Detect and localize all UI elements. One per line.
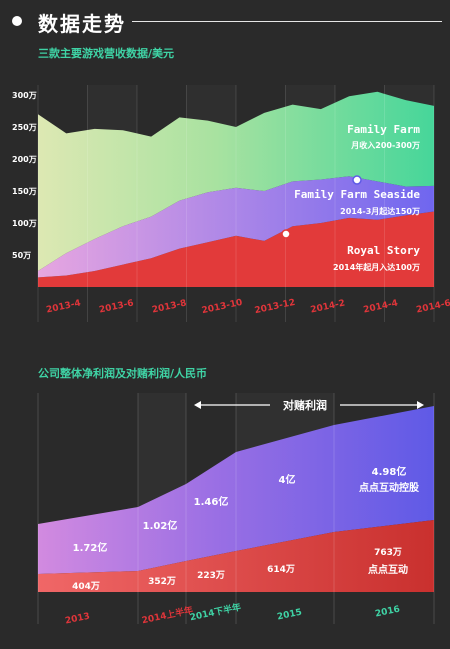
marker-dot [281, 229, 291, 239]
area-net-profit [38, 520, 434, 592]
y-tick-label: 250万 [12, 123, 37, 132]
marker-dot [352, 175, 362, 185]
area-family-farm-seaside [38, 176, 434, 278]
x-tick-label: 2013-12 [254, 298, 296, 316]
annotation-title: Family Farm [347, 123, 420, 136]
bottom-value-label: 614万 [267, 564, 295, 575]
x-tick-label: 2014-4 [363, 299, 399, 316]
top-value-label: 1.02亿 [143, 519, 178, 532]
annotation-note: 2014-3月起达150万 [340, 206, 420, 216]
bullet-dot [12, 16, 22, 26]
chart1-title: 三款主要游戏营收数据/美元 [38, 47, 175, 60]
top-value-label: 1.46亿 [194, 495, 229, 508]
x-category-label: 2015 [276, 608, 303, 623]
annotation-note: 2014年起月入达100万 [333, 262, 420, 272]
x-tick-label: 2013-6 [98, 299, 134, 316]
page-title: 数据走势 [38, 12, 126, 36]
annotation-title: Family Farm Seaside [294, 188, 420, 201]
x-category-label: 2014下半年 [189, 601, 242, 624]
chart2-title: 公司整体净利润及对赌利润/人民币 [38, 367, 208, 380]
page-header: 数据走势 [0, 0, 450, 40]
y-tick-label: 50万 [12, 251, 31, 260]
top-value-label: 4亿 [279, 473, 296, 486]
x-tick-label: 2013-4 [45, 299, 81, 316]
bottom-value-label: 763万 [374, 547, 402, 558]
area-total-profit [38, 406, 434, 574]
annotation-note: 月收入200-300万 [350, 140, 420, 150]
top-value-label: 1.72亿 [73, 541, 108, 554]
x-tick-label: 2013-10 [201, 298, 243, 316]
y-tick-label: 300万 [12, 91, 37, 100]
top-value-label: 4.98亿 [372, 465, 407, 478]
x-tick-label: 2014-2 [310, 299, 346, 316]
y-tick-label: 200万 [12, 155, 37, 164]
annotation-title: Royal Story [347, 244, 420, 257]
x-tick-label: 2013-8 [151, 299, 187, 316]
bottom-value-label: 404万 [72, 581, 100, 592]
y-tick-label: 150万 [12, 187, 37, 196]
revenue-chart: 50万 100万 150万 200万 250万 300万 2013-4 2013-6 2013-… [12, 85, 450, 322]
range-label: 对赌利润 [283, 398, 327, 412]
x-category-label: 2013 [64, 612, 91, 627]
y-tick-label: 100万 [12, 219, 37, 228]
x-tick-label: 2014-6 [415, 299, 450, 316]
top-segment-name: 点点互动控股 [359, 481, 420, 494]
bottom-segment-name: 点点互动 [368, 563, 408, 576]
title-divider [132, 21, 442, 22]
bottom-value-label: 223万 [197, 570, 225, 581]
range-arrow-head [417, 401, 424, 409]
bottom-value-label: 352万 [148, 576, 176, 587]
x-category-label: 2016 [374, 605, 401, 620]
area-family-farm [38, 91, 434, 271]
area-royal-story [38, 211, 434, 287]
range-arrow-head [194, 401, 201, 409]
